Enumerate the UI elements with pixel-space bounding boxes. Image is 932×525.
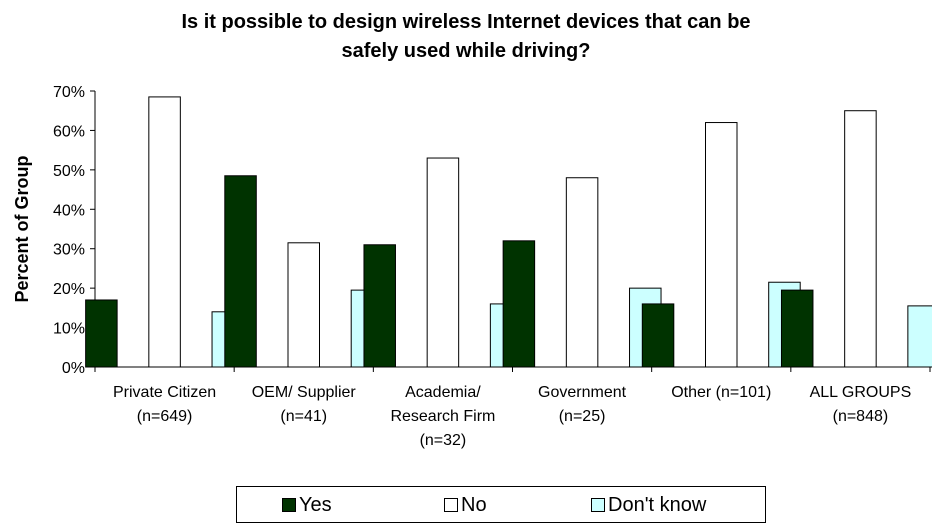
legend-item-dont-know: Don't know [591,493,706,517]
y-tick-label: 10% [53,321,85,338]
x-tick-label: (n=41) [280,408,327,425]
x-tick-label: Government [538,384,627,401]
bar-no [844,110,877,368]
x-tick-label: Research Firm [390,408,495,425]
chart-legend: Yes No Don't know [236,486,766,523]
bar-no [287,242,320,368]
x-tick-label: Academia/ [405,384,481,401]
legend-label-no: No [461,494,487,516]
legend-label-yes: Yes [299,494,332,516]
legend-swatch-dont-know [591,498,605,512]
bar-no [705,122,738,368]
legend-item-no: No [444,493,487,517]
y-tick-label: 60% [53,123,85,140]
bar-no [148,96,181,368]
x-tick-label: Private Citizen [113,384,216,401]
bar-no [565,177,599,368]
chart-title-line-2: safely used while driving? [341,40,591,62]
bar-yes [224,175,257,368]
y-tick-label: 70% [53,84,85,101]
y-tick-label: 30% [53,242,85,259]
chart-title-line-1: Is it possible to design wireless Intern… [181,11,751,33]
x-tick-label: (n=25) [559,408,606,425]
bar-chart: 0% 10% 20% 30% 40% 50% 60% 70% Percent of Group P… [12,84,932,449]
x-tick-label: OEM/ Supplier [252,384,357,401]
bar-yes [502,240,536,368]
x-tick-label: Other (n=101) [671,384,771,401]
y-axis-title: Percent of Group [12,155,32,302]
bar-don-t-know [907,305,932,368]
bar-yes [363,244,396,368]
legend-label-dont-know: Don't know [608,494,707,516]
x-tick-label: (n=848) [833,408,889,425]
legend-item-yes: Yes [282,493,332,517]
bar-yes [85,299,118,368]
x-tick-label: ALL GROUPS [810,384,912,401]
y-tick-label: 50% [53,163,85,180]
chart-title: Is it possible to design wireless Intern… [0,8,932,66]
bar-no [426,157,460,368]
legend-swatch-yes [282,498,296,512]
x-tick-label: (n=32) [420,432,467,449]
y-tick-label: 40% [53,202,85,219]
bar-yes [641,303,675,368]
bar-yes [780,289,814,368]
x-tick-label: (n=649) [137,408,193,425]
y-tick-label: 0% [62,360,85,377]
y-tick-label: 20% [53,281,85,298]
legend-swatch-no [444,498,458,512]
